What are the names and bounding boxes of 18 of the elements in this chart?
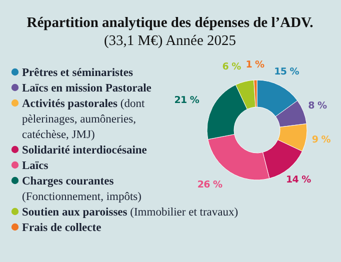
chart-title: Répartition analytique des dépenses de l’ADV. bbox=[26, 15, 314, 31]
data-label: 14 % bbox=[286, 174, 312, 186]
legend-label: Prêtres et séminaristes bbox=[22, 67, 134, 79]
data-label: 1 % bbox=[246, 60, 265, 71]
data-label: 6 % bbox=[222, 62, 242, 73]
data-label: 8 % bbox=[308, 100, 328, 112]
legend-label: Laïcs en mission Pastorale bbox=[22, 82, 152, 94]
legend-label: Charges courantes (Fonctionnement, impôts) bbox=[22, 176, 142, 203]
category-label: Activités pastorales (dont pèlerinages, aumôneries, catéchèse, JMJ) bbox=[22, 98, 145, 141]
legend-label: Laïcs bbox=[22, 160, 49, 172]
legend-label: Solidarité interdiocésaine bbox=[22, 144, 147, 156]
legend-label: Soutien aux paroisses (Immobilier et travaux) bbox=[22, 206, 238, 218]
data-label: 26 % bbox=[197, 179, 223, 190]
data-label: 9 % bbox=[312, 134, 332, 146]
data-label: 15 % bbox=[274, 66, 300, 78]
chart-subtitle: (33,1 M€) Année 2025 bbox=[104, 33, 236, 49]
legend-label: Frais de collecte bbox=[22, 222, 102, 234]
data-label: 21 % bbox=[174, 94, 200, 106]
